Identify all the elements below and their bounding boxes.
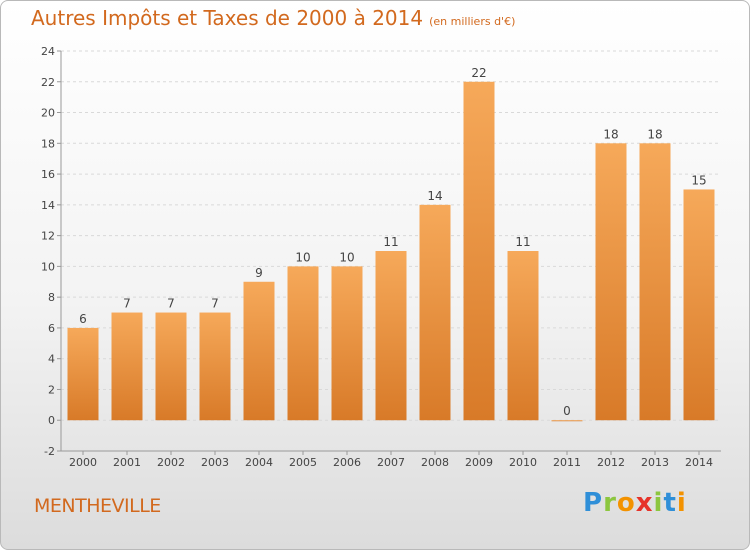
x-tick-label: 2010 [509, 456, 537, 469]
x-tick-label: 2001 [113, 456, 141, 469]
x-tick-label: 2011 [553, 456, 581, 469]
chart-title: Autres Impôts et Taxes de 2000 à 2014 (en… [31, 6, 515, 30]
bar [551, 420, 583, 422]
bar [595, 143, 627, 421]
bar-value-label: 18 [647, 127, 662, 141]
bar-value-label: 7 [211, 297, 219, 311]
bar-value-label: 0 [563, 404, 571, 418]
bar [199, 312, 231, 421]
brand-letter: o [616, 488, 636, 518]
bar [155, 312, 187, 421]
bar [507, 251, 539, 421]
bar [683, 189, 715, 421]
y-tick-label: 2 [48, 383, 55, 396]
x-tick-label: 2006 [333, 456, 361, 469]
x-tick-label: 2012 [597, 456, 625, 469]
bar-value-label: 6 [79, 312, 87, 326]
x-tick-label: 2003 [201, 456, 229, 469]
y-tick-label: 8 [48, 291, 55, 304]
bar-value-label: 11 [383, 235, 398, 249]
bar [67, 327, 99, 421]
brand-letter: i [653, 488, 664, 518]
chart-title-main: Autres Impôts et Taxes de 2000 à 2014 [31, 6, 424, 30]
brand-letter: i [676, 488, 687, 518]
y-tick-label: 16 [41, 168, 55, 181]
y-tick-label: 22 [41, 76, 55, 89]
bar-value-label: 14 [427, 189, 442, 203]
y-tick-label: 4 [48, 353, 55, 366]
bar [331, 266, 363, 421]
x-tick-label: 2004 [245, 456, 273, 469]
brand-letter: P [583, 488, 604, 518]
x-tick-label: 2014 [685, 456, 713, 469]
bar-value-labels: 6 7 7 7 9 10 10 11 14 22 11 0 18 18 15 [79, 66, 706, 418]
bar-value-label: 11 [515, 235, 530, 249]
bar [375, 251, 407, 421]
bar-value-label: 18 [603, 127, 618, 141]
x-tick-label: 2007 [377, 456, 405, 469]
brand-letter: x [635, 488, 654, 518]
bars [67, 81, 715, 422]
y-tick-label: 24 [41, 45, 55, 58]
x-tick-label: 2008 [421, 456, 449, 469]
commune-name: MENTHEVILLE [34, 495, 161, 517]
x-tick-label: 2009 [465, 456, 493, 469]
y-tick-label: 10 [41, 260, 55, 273]
x-tick-label: 2013 [641, 456, 669, 469]
x-tick-label: 2002 [157, 456, 185, 469]
bar-value-label: 10 [339, 250, 354, 264]
y-tick-label: 14 [41, 199, 55, 212]
x-tick-label: 2005 [289, 456, 317, 469]
bar-value-label: 9 [255, 266, 263, 280]
bar [243, 281, 275, 421]
chart-subtitle: (en milliers d'€) [429, 15, 516, 28]
proxiti-logo[interactable]: Proxiti [583, 488, 687, 518]
bar-value-label: 10 [295, 250, 310, 264]
bar [419, 204, 451, 421]
bar-value-label: 15 [691, 173, 706, 187]
y-tick-label: 20 [41, 107, 55, 120]
y-tick-label: -2 [44, 445, 55, 458]
bar-value-label: 22 [471, 66, 486, 80]
y-tick-label: 6 [48, 322, 55, 335]
bar [463, 81, 495, 421]
bar [111, 312, 143, 421]
brand-letter: t [663, 488, 677, 518]
x-tick-label: 2000 [69, 456, 97, 469]
bar-value-label: 7 [167, 297, 175, 311]
bar-value-label: 7 [123, 297, 131, 311]
bar [639, 143, 671, 421]
y-tick-label: 18 [41, 137, 55, 150]
y-tick-label: 0 [48, 414, 55, 427]
y-tick-label: 12 [41, 230, 55, 243]
brand-letter: r [603, 488, 617, 518]
bar [287, 266, 319, 421]
